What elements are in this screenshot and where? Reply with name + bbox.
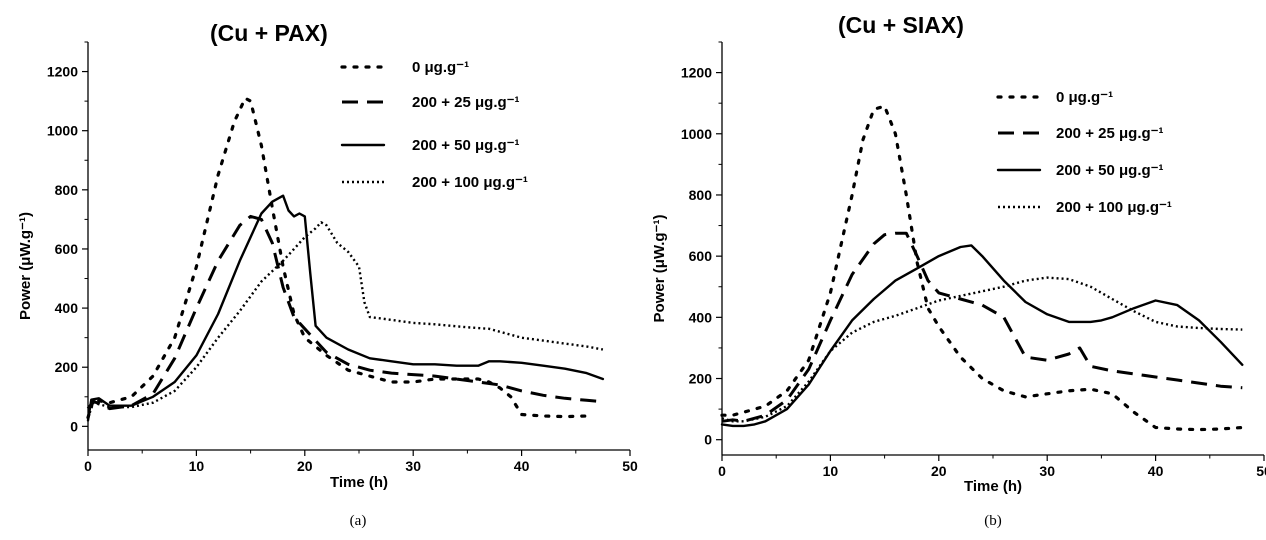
chart1-legend-label-1: 200 + 25 μg.g⁻¹ bbox=[1056, 125, 1164, 142]
chart0-x-tick-label: 40 bbox=[514, 458, 530, 474]
chart1-panel: (Cu + SIAX) 0 10 20 30 40 50 0 200 400 600 800 1000 1… bbox=[651, 12, 1266, 529]
chart0-x-tick-label: 20 bbox=[297, 458, 313, 474]
chart1-legend-label-2: 200 + 50 μg.g⁻¹ bbox=[1056, 162, 1164, 179]
chart0-x-tick-label: 0 bbox=[84, 458, 92, 474]
chart0-panel: (Cu + PAX) 0 10 20 30 40 50 0 200 400 600 800 1000 12… bbox=[17, 20, 638, 529]
chart0-y-tick-label: 800 bbox=[55, 182, 79, 198]
chart1-x-tick-label: 40 bbox=[1148, 463, 1164, 479]
chart1-title: (Cu + SIAX) bbox=[838, 12, 964, 38]
chart1-x-tick-label: 10 bbox=[823, 463, 839, 479]
chart0-x-tick-label: 50 bbox=[622, 458, 638, 474]
chart1-caption: (b) bbox=[984, 513, 1002, 529]
chart0-series-2-line bbox=[86, 194, 605, 422]
chart0-series-0-line bbox=[86, 96, 589, 420]
chart0-caption: (a) bbox=[350, 513, 367, 529]
chart0-y-tick-label: 0 bbox=[70, 418, 78, 434]
chart0-legend-label-3: 200 + 100 μg.g⁻¹ bbox=[412, 174, 528, 191]
chart1-legend-label-3: 200 + 100 μg.g⁻¹ bbox=[1056, 199, 1172, 216]
chart0-legend-label-1: 200 + 25 μg.g⁻¹ bbox=[412, 94, 520, 111]
chart0-y-tick-label: 1200 bbox=[47, 64, 78, 80]
chart0-x-tick-label: 30 bbox=[405, 458, 421, 474]
chart1-y-tick-label: 1200 bbox=[681, 65, 712, 81]
chart1-y-tick-label: 0 bbox=[704, 432, 712, 448]
chart1-y-tick-label: 1000 bbox=[681, 126, 712, 142]
chart1-x-tick-label: 0 bbox=[718, 463, 726, 479]
chart0-x-axis-label: Time (h) bbox=[330, 474, 388, 491]
chart0-x-tick-label: 10 bbox=[189, 458, 205, 474]
chart1-series-0-line bbox=[720, 104, 1244, 432]
chart1-series-3-line bbox=[721, 276, 1243, 423]
chart1-legend-label-0: 0 μg.g⁻¹ bbox=[1056, 89, 1113, 106]
chart0-y-tick-label: 600 bbox=[55, 241, 79, 257]
chart0-series-3-line bbox=[86, 221, 604, 418]
chart0-y-tick-label: 1000 bbox=[47, 123, 78, 139]
chart1-y-tick-label: 200 bbox=[689, 371, 713, 387]
chart1-x-tick-label: 30 bbox=[1039, 463, 1055, 479]
chart1-y-tick-label: 600 bbox=[689, 248, 713, 264]
chart1-x-axis-label: Time (h) bbox=[964, 478, 1022, 495]
chart1-series-2-line bbox=[720, 244, 1244, 428]
chart0-y-axis-label: Power (μW.g⁻¹) bbox=[17, 212, 34, 320]
chart1-y-tick-label: 800 bbox=[689, 187, 713, 203]
chart0-legend-label-2: 200 + 50 μg.g⁻¹ bbox=[412, 137, 520, 154]
chart0-y-tick-label: 200 bbox=[55, 359, 79, 375]
chart1-x-tick-label: 50 bbox=[1256, 463, 1266, 479]
chart1-y-tick-label: 400 bbox=[689, 309, 713, 325]
chart0-legend-label-0: 0 μg.g⁻¹ bbox=[412, 59, 469, 76]
chart0-series-1-line bbox=[86, 214, 598, 411]
chart0-title: (Cu + PAX) bbox=[210, 20, 328, 46]
chart1-series-1-line bbox=[721, 231, 1243, 423]
chart1-x-tick-label: 20 bbox=[931, 463, 947, 479]
chart0-y-tick-label: 400 bbox=[55, 300, 79, 316]
chart1-y-axis-label: Power (μW.g⁻¹) bbox=[651, 215, 668, 323]
